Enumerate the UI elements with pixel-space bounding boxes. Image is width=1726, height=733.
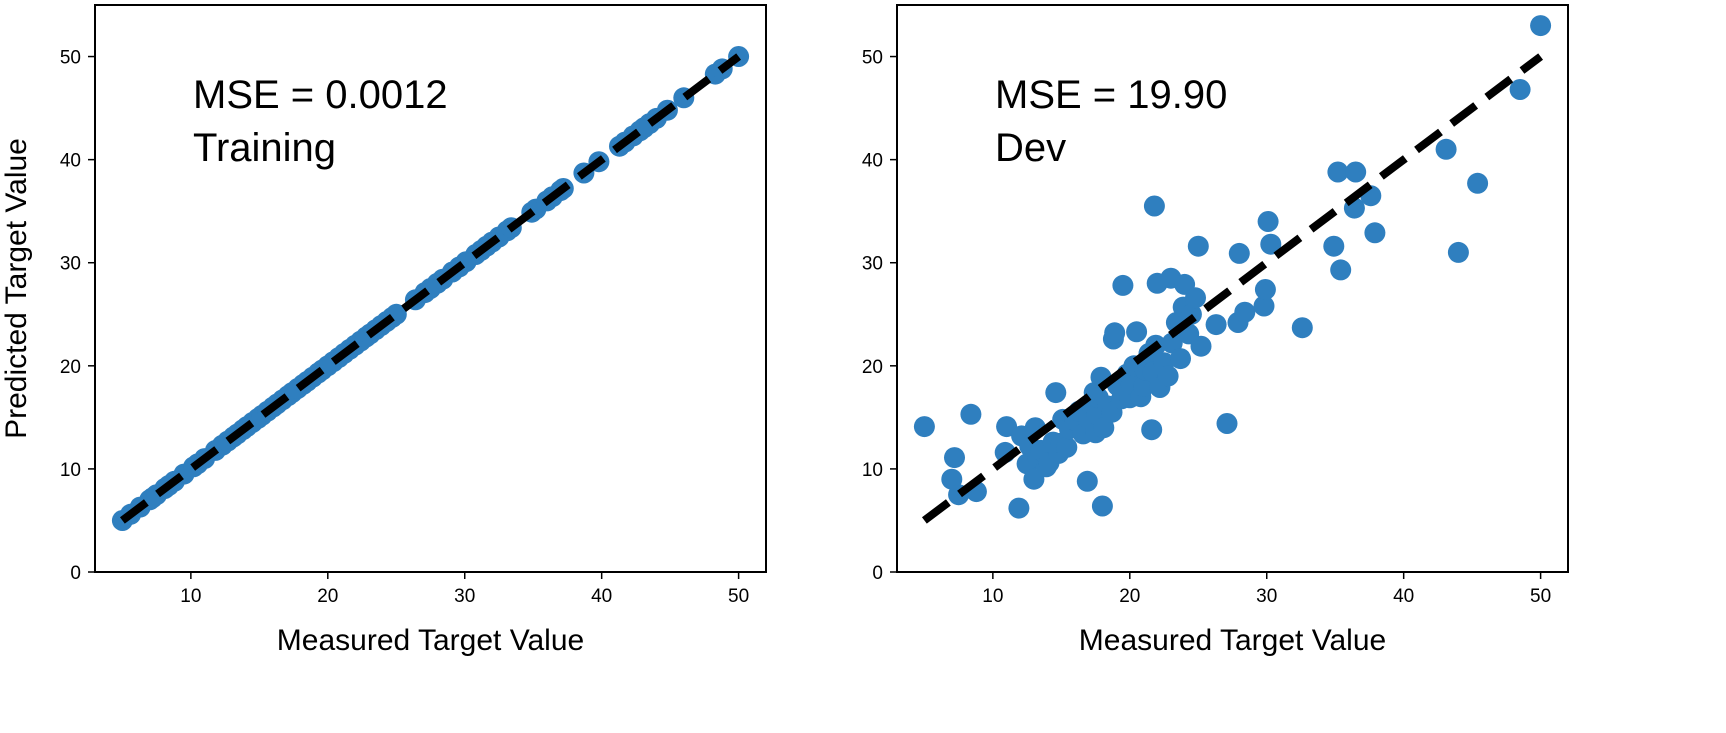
data-point <box>944 447 965 469</box>
data-point <box>1190 335 1212 357</box>
y-tick-label: 20 <box>862 357 883 378</box>
x-tick-label: 10 <box>180 586 201 607</box>
reference-line <box>119 53 742 524</box>
split-annotation: Training <box>193 126 336 170</box>
data-point <box>1157 365 1179 387</box>
data-point <box>1327 161 1349 183</box>
y-tick-label: 50 <box>60 48 81 69</box>
chart-panel-1: 10 20 30 40 50 0 10 20 30 40 50 Measured Target Val… <box>0 4 767 657</box>
data-point <box>1345 161 1367 183</box>
plot-frame <box>896 4 1569 573</box>
x-tick-label: 40 <box>1393 586 1414 607</box>
x-axis-label: Measured Target Value <box>1079 624 1386 657</box>
data-point <box>1045 382 1067 404</box>
data-point <box>1056 436 1078 458</box>
y-tick-label: 40 <box>862 151 883 172</box>
data-point <box>1260 233 1282 255</box>
data-point <box>1126 321 1148 343</box>
data-point <box>996 416 1018 438</box>
y-axis-label: Predicted Target Value <box>0 138 33 439</box>
x-tick-label: 20 <box>317 586 338 607</box>
scatter-series <box>913 15 1552 519</box>
data-point <box>1228 242 1250 264</box>
mse-annotation: MSE = 0.0012 <box>193 73 448 117</box>
x-tick-label: 40 <box>591 586 612 607</box>
split-annotation: Dev <box>995 126 1066 170</box>
data-point <box>1104 322 1126 344</box>
data-point <box>1530 15 1552 37</box>
data-point <box>1257 211 1279 232</box>
data-point <box>1161 332 1183 354</box>
data-point <box>913 416 935 438</box>
y-tick-label: 20 <box>60 357 81 378</box>
data-point <box>1509 79 1531 100</box>
data-point <box>1091 495 1113 517</box>
data-point <box>1187 235 1209 257</box>
data-point <box>1254 279 1276 300</box>
y-tick-label: 10 <box>60 460 81 481</box>
data-point <box>1330 259 1352 281</box>
x-tick-label: 50 <box>1530 586 1551 607</box>
data-point <box>1467 172 1489 194</box>
x-tick-label: 20 <box>1119 586 1140 607</box>
data-point <box>1323 235 1345 257</box>
data-point <box>1143 195 1165 217</box>
plot-frame <box>94 4 767 573</box>
y-tick-label: 10 <box>862 460 883 481</box>
mse-annotation: MSE = 19.90 <box>995 73 1227 117</box>
x-tick-label: 10 <box>982 586 1003 607</box>
x-tick-label: 50 <box>728 586 749 607</box>
data-point <box>1216 413 1238 434</box>
y-tick-label: 30 <box>60 254 81 275</box>
data-point <box>1008 497 1030 519</box>
data-point <box>960 403 982 425</box>
data-point <box>1364 222 1386 244</box>
chart-panel-2: 10 20 30 40 50 0 10 20 30 40 50 Measured Target Val… <box>862 4 1569 657</box>
data-point <box>1112 274 1134 296</box>
data-point <box>1291 317 1313 339</box>
data-point <box>1205 314 1227 336</box>
y-tick-label: 0 <box>872 563 883 584</box>
data-point <box>1093 417 1115 439</box>
x-axis-label: Measured Target Value <box>277 624 584 657</box>
x-tick-label: 30 <box>1256 586 1277 607</box>
data-point <box>1170 348 1191 370</box>
data-point <box>1447 241 1469 263</box>
y-tick-label: 40 <box>60 151 81 172</box>
data-point <box>1234 301 1256 323</box>
x-tick-label: 30 <box>454 586 475 607</box>
data-point <box>1185 287 1206 309</box>
reference-line <box>921 53 1544 524</box>
data-point <box>1076 470 1098 492</box>
y-tick-label: 30 <box>862 254 883 275</box>
data-point <box>1435 138 1457 160</box>
y-tick-label: 50 <box>862 48 883 69</box>
y-tick-label: 0 <box>70 563 81 584</box>
data-point <box>1253 295 1275 317</box>
data-point <box>1141 419 1163 441</box>
